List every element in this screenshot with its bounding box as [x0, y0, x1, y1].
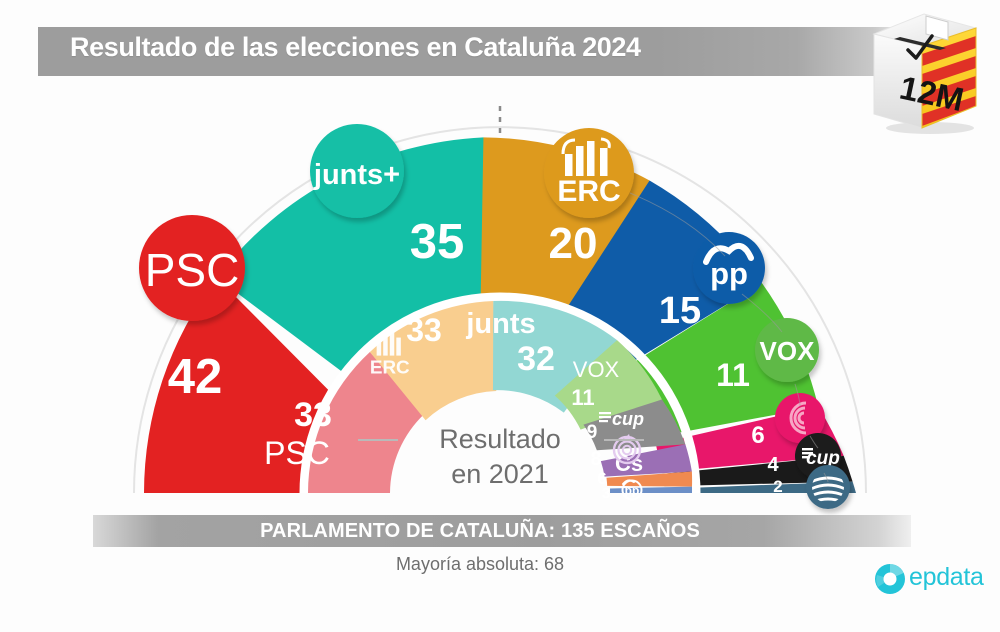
- segment-inner-vox[interactable]: [554, 340, 662, 430]
- center-caption-line1: Resultado: [439, 424, 561, 454]
- label-outer-comuns: 6: [751, 422, 764, 449]
- label-inner-vox-name: VOX: [573, 357, 620, 382]
- svg-text:cup: cup: [612, 409, 644, 429]
- segment-outer-psc[interactable]: [144, 277, 338, 493]
- comuns-logo-icon: [612, 434, 642, 465]
- label-inner-cup-seats: 9: [587, 422, 598, 443]
- bubble-junts[interactable]: junts+: [310, 124, 404, 218]
- bubble-vox-label: VOX: [760, 336, 816, 366]
- parliament-semicircle-chart: 42 35 20 15 11 6 4 2 33 PSC 33 junts 32 …: [0, 88, 1000, 518]
- label-outer-psc: 42: [168, 350, 223, 404]
- footer-bar: [93, 515, 911, 547]
- label-inner-psc-seats: 33: [294, 396, 332, 434]
- inner-ring-2021: [308, 300, 693, 493]
- epdata-donut-icon: [875, 564, 905, 594]
- bubble-alianca[interactable]: [806, 465, 850, 509]
- label-outer-pp: 15: [659, 290, 701, 332]
- label-inner-vox-seats: 11: [571, 385, 594, 410]
- segment-inner-psc[interactable]: [308, 351, 425, 493]
- segment-inner-comuns[interactable]: [600, 444, 692, 477]
- bubble-junts-label: junts+: [313, 159, 400, 191]
- bubble-pp-label: pp: [710, 256, 748, 291]
- bubble-erc[interactable]: ERC: [544, 128, 634, 218]
- bubble-pp[interactable]: pp: [693, 232, 765, 304]
- bubble-erc-label: ERC: [557, 175, 620, 208]
- ring-separator-arc: [299, 292, 701, 494]
- label-inner-junts-seats: 32: [517, 340, 555, 378]
- label-outer-junts: 35: [410, 215, 465, 269]
- epdata-wordmark: epdata: [909, 563, 984, 591]
- segment-outer-junts[interactable]: [216, 137, 493, 375]
- label-inner-pp-seats: 3: [602, 485, 610, 502]
- label-inner-junts-name: junts: [465, 308, 535, 340]
- bubble-vox[interactable]: VOX: [755, 318, 819, 382]
- segment-inner-pp[interactable]: [610, 486, 693, 493]
- svg-text:ERC: ERC: [370, 357, 410, 378]
- segment-inner-erc[interactable]: [369, 301, 497, 421]
- inner-ring-labels: 33 PSC 33 junts 32 VOX 11 9 8 Cs 6 3: [264, 308, 643, 502]
- segment-outer-pp[interactable]: [566, 180, 762, 365]
- outer-ring-labels: 42 35 20 15 11 6 4 2: [168, 215, 783, 496]
- svg-text:pp: pp: [625, 484, 640, 498]
- cup-logo-icon: cup: [599, 409, 644, 429]
- page-title: Resultado de las elecciones en Cataluña …: [70, 32, 641, 62]
- outer-guide-arc: [133, 126, 867, 494]
- label-outer-alianca: 2: [773, 477, 782, 496]
- label-inner-cs-seats: 6: [597, 469, 606, 488]
- segment-inner-cs[interactable]: [606, 471, 693, 487]
- bubble-cup-label: cup: [806, 448, 840, 469]
- label-outer-vox: 11: [716, 357, 750, 393]
- epdata-logo[interactable]: epdata: [873, 558, 991, 600]
- bubble-connectors: [629, 192, 829, 483]
- bubble-psc-label: PSC: [145, 244, 240, 296]
- label-inner-erc-seats: 33: [406, 312, 442, 348]
- title-bar: [38, 27, 900, 76]
- label-inner-comuns-seats: 8: [591, 449, 602, 470]
- label-outer-erc: 20: [549, 219, 598, 268]
- pp-arc-icon: [703, 242, 754, 265]
- label-inner-psc-name: PSC: [264, 435, 330, 471]
- alianca-catalana-logo-icon: [812, 471, 844, 503]
- segment-inner-junts[interactable]: [492, 300, 618, 413]
- segment-inner-cup[interactable]: [583, 399, 686, 451]
- bubble-psc[interactable]: PSC: [139, 215, 245, 321]
- erc-logo-icon: ERC: [370, 332, 410, 378]
- parliament-seats-label: PARLAMENTO DE CATALUÑA: 135 ESCAÑOS: [260, 520, 700, 542]
- label-outer-cup: 4: [767, 454, 779, 476]
- pp-logo-icon: pp: [621, 479, 643, 501]
- center-caption-line2: en 2021: [451, 459, 549, 489]
- absolute-majority-label: Mayoría absoluta: 68: [395, 554, 565, 574]
- ballot-box-icon: 12M: [848, 6, 996, 134]
